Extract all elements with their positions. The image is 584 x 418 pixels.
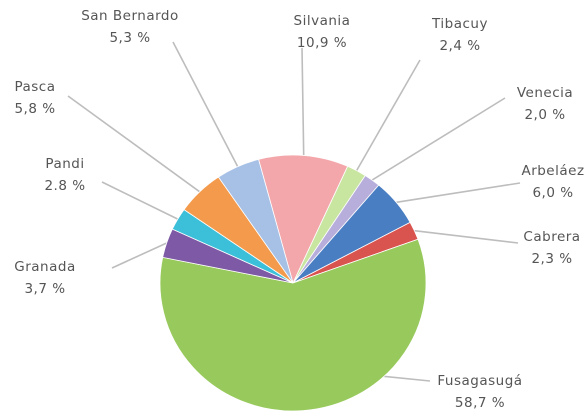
leader-line-venecia (371, 97, 506, 181)
leader-line-san-bernardo (172, 41, 239, 167)
slice-label-value: 6,0 % (532, 185, 573, 201)
slice-label-name: San Bernardo (81, 8, 179, 24)
slice-silvania (258, 154, 349, 285)
slice-label-value: 2,0 % (524, 107, 565, 123)
slice-label-value: 2,4 % (439, 38, 480, 54)
slice-label-value: 10,9 % (297, 35, 347, 51)
slice-label-value: 3,7 % (24, 281, 65, 297)
slice-label-name: Fusagasugá (437, 373, 522, 389)
slice-label-name: Tibacuy (431, 16, 488, 32)
slice-label-name: Cabrera (523, 229, 580, 245)
leader-line-arbeláez (396, 182, 521, 204)
slice-label-name: Arbeláez (521, 163, 584, 179)
slice-label-name: Pandi (45, 156, 84, 172)
slice-label-name: Pasca (14, 79, 55, 95)
slice-label-value: 2,3 % (531, 251, 572, 267)
pie-slices (159, 154, 427, 412)
leader-line-tibacuy (355, 59, 421, 171)
slice-label-value: 5,8 % (14, 101, 55, 117)
leader-line-pandi (101, 181, 179, 220)
slice-label-value: 2.8 % (44, 178, 85, 194)
leader-line-silvania (301, 47, 305, 156)
slice-label-value: 58,7 % (455, 395, 505, 411)
slice-labels: Silvania 10,9 % Tibacuy 2,4 % Venecia 2,0 % Ar… (14, 8, 584, 411)
slice-san-bernardo (217, 158, 294, 284)
leader-line-pasca (67, 95, 201, 193)
slice-fusagasugá (159, 238, 427, 412)
slice-label-value: 5,3 % (109, 30, 150, 46)
slice-label-name: Venecia (517, 85, 573, 101)
slice-label-name: Granada (14, 259, 75, 275)
slice-label-name: Silvania (294, 13, 351, 29)
leader-line-granada (111, 242, 168, 269)
leader-line-cabrera (414, 229, 519, 244)
